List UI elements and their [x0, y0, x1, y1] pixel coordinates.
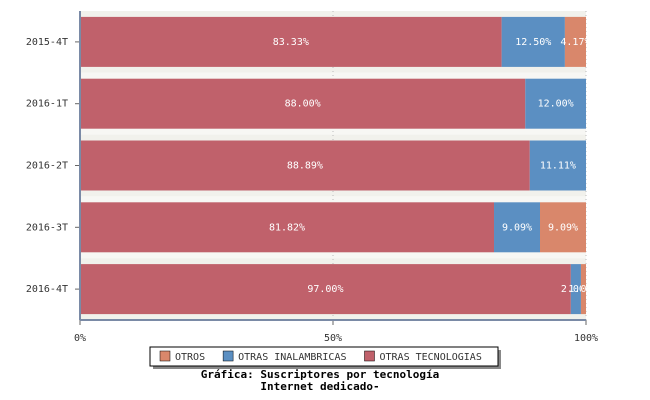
x-tick-label: 100%	[574, 333, 598, 344]
bar-segment	[529, 140, 586, 191]
bar-segment	[80, 202, 495, 253]
data-label: 12.00%	[538, 99, 574, 110]
bar-segment	[80, 16, 502, 67]
data-label: 9.09%	[502, 222, 532, 233]
data-label: 83.33%	[273, 37, 309, 48]
y-tick-label: 2016-1T	[26, 99, 68, 110]
x-tick-label: 50%	[324, 333, 342, 344]
y-tick-label: 2016-3T	[26, 222, 68, 233]
data-label: 1.00%	[568, 284, 598, 295]
bar-segment	[525, 78, 586, 129]
legend	[149, 346, 499, 367]
bar-segment	[494, 202, 541, 253]
x-tick-label: 0%	[74, 333, 86, 344]
bar-segment	[501, 16, 565, 67]
bar-segment	[80, 140, 530, 191]
chart-title: Gráfica: Suscriptores por tecnología	[201, 368, 439, 381]
legend-swatch	[159, 350, 171, 362]
data-label: 97.00%	[307, 284, 343, 295]
y-tick-label: 2016-2T	[26, 161, 68, 172]
bar-segment	[540, 202, 586, 253]
legend-label: OTRAS INALAMBRICAS	[238, 352, 346, 363]
y-tick-label: 2016-4T	[26, 284, 68, 295]
bar-segment	[564, 16, 586, 67]
data-label: 2.00%	[561, 284, 591, 295]
legend-label: OTROS	[175, 352, 205, 363]
data-label: 9.09%	[548, 222, 578, 233]
data-label: 81.82%	[269, 222, 305, 233]
bar-segment	[570, 264, 581, 315]
data-label: 4.17%	[560, 37, 590, 48]
bar-segment	[580, 264, 586, 315]
chart-title: Internet dedicado-	[260, 380, 379, 393]
y-tick-label: 2015-4T	[26, 37, 68, 48]
bar-segment	[80, 78, 526, 129]
legend-label: OTRAS TECNOLOGIAS	[379, 352, 481, 363]
data-label: 88.00%	[285, 99, 321, 110]
legend-swatch	[222, 350, 234, 362]
data-label: 88.89%	[287, 161, 323, 172]
legend-swatch	[364, 350, 375, 362]
bar-segment	[80, 264, 571, 315]
data-label: 11.11%	[540, 161, 576, 172]
data-label: 12.50%	[515, 37, 551, 48]
